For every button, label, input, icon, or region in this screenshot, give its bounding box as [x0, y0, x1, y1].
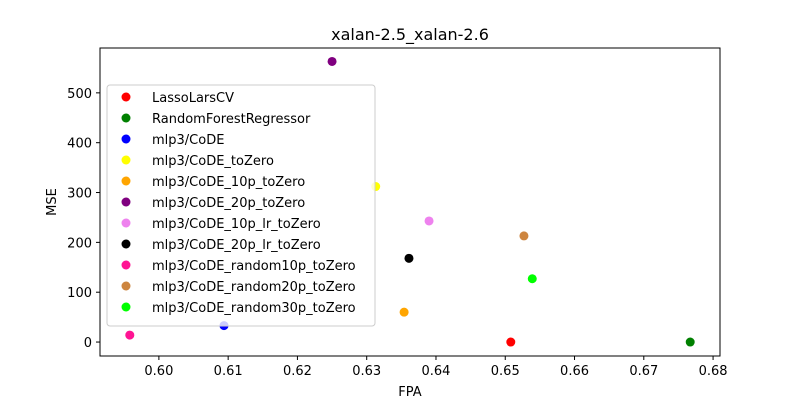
legend-label: mlp3/CoDE: [152, 133, 224, 148]
data-point: [404, 253, 414, 263]
data-point: [125, 330, 135, 340]
data-point: [685, 337, 695, 347]
legend-marker: [121, 134, 131, 144]
legend-box: [106, 84, 376, 327]
legend-marker: [121, 260, 131, 270]
data-point: [527, 274, 537, 284]
legend-marker: [121, 281, 131, 291]
legend-marker: [121, 218, 131, 228]
legend-label: mlp3/CoDE_20p_lr_toZero: [152, 238, 321, 253]
legend-label: mlp3/CoDE_random10p_toZero: [152, 259, 356, 274]
x-tick-label: 0.66: [560, 364, 589, 379]
x-tick-label: 0.63: [352, 364, 381, 379]
legend-label: mlp3/CoDE_10p_lr_toZero: [152, 217, 321, 232]
legend-marker: [121, 92, 131, 102]
legend-label: mlp3/CoDE_random20p_toZero: [152, 280, 356, 295]
y-tick-label: 400: [67, 137, 92, 152]
y-axis-label: MSE: [45, 188, 60, 216]
legend: LassoLarsCV RandomForestRegressor mlp3/CoD…: [106, 84, 376, 327]
x-tick-label: 0.61: [214, 364, 243, 379]
y-tick-label: 200: [67, 236, 92, 251]
data-point: [327, 56, 337, 66]
x-tick-label: 0.65: [491, 364, 520, 379]
x-tick-label: 0.60: [144, 364, 173, 379]
legend-marker: [121, 302, 131, 312]
legend-marker: [121, 239, 131, 249]
chart-title: xalan-2.5_xalan-2.6: [331, 25, 489, 45]
legend-label: mlp3/CoDE_toZero: [152, 154, 274, 169]
data-point: [399, 307, 409, 317]
legend-marker: [121, 155, 131, 165]
legend-label: mlp3/CoDE_20p_toZero: [152, 196, 305, 211]
x-axis: 0.60 0.61 0.62 0.63 0.64 0.65 0.66 0.67 0.68: [144, 356, 728, 379]
data-point: [519, 231, 529, 241]
legend-marker: [121, 113, 131, 123]
y-tick-label: 300: [67, 187, 92, 202]
x-tick-label: 0.68: [699, 364, 728, 379]
y-tick-label: 0: [84, 336, 92, 351]
x-tick-label: 0.67: [629, 364, 658, 379]
y-axis: 0 100 200 300 400 500: [67, 87, 100, 351]
legend-marker: [121, 197, 131, 207]
x-tick-label: 0.62: [283, 364, 312, 379]
y-tick-label: 500: [67, 87, 92, 102]
x-tick-label: 0.64: [422, 364, 451, 379]
legend-marker: [121, 176, 131, 186]
data-point: [424, 216, 434, 226]
legend-label: mlp3/CoDE_random30p_toZero: [152, 301, 356, 316]
y-tick-label: 100: [67, 286, 92, 301]
data-point: [506, 337, 516, 347]
legend-label: RandomForestRegressor: [152, 112, 311, 127]
legend-label: LassoLarsCV: [152, 91, 234, 106]
x-axis-label: FPA: [398, 385, 421, 400]
legend-label: mlp3/CoDE_10p_toZero: [152, 175, 305, 190]
